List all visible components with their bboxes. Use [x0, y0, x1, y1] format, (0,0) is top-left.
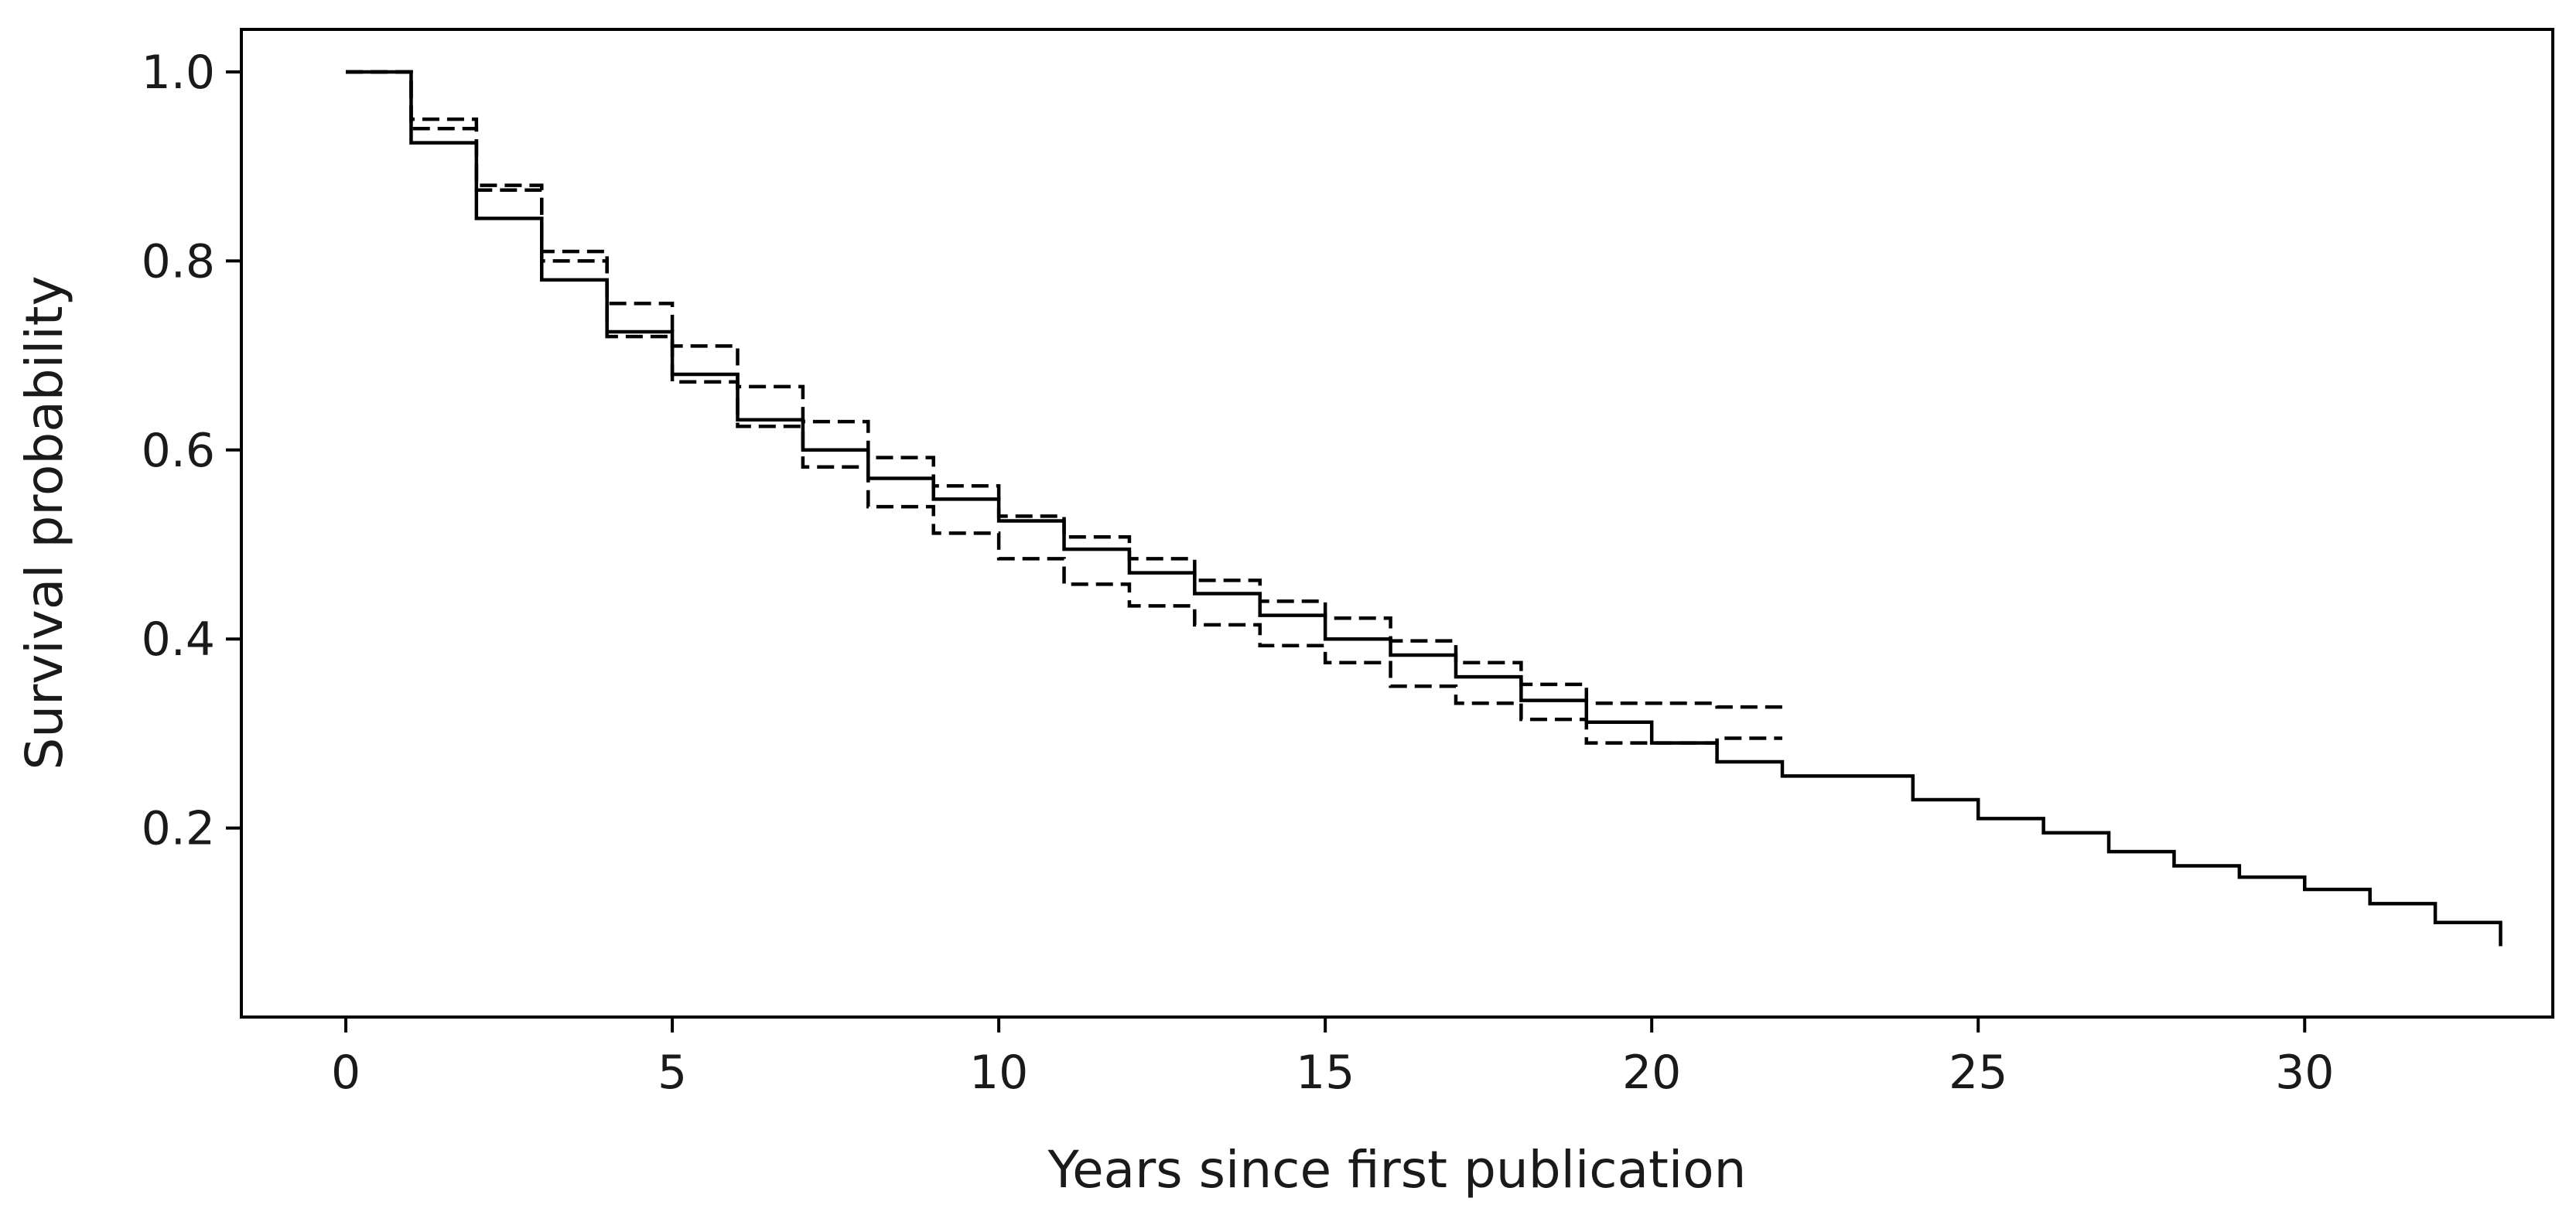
x-tick-label: 15 — [1296, 1046, 1355, 1100]
x-tick-label: 5 — [658, 1046, 687, 1100]
x-axis: 0 5 10 15 20 25 30 — [331, 1017, 2334, 1100]
series-line-2 — [346, 70, 1782, 709]
x-tick-label: 30 — [2275, 1046, 2334, 1100]
y-tick-label: 0.4 — [142, 613, 215, 667]
x-tick-label: 25 — [1949, 1046, 2007, 1100]
x-axis-label: Years since first publication — [1047, 1140, 1747, 1200]
x-tick-label: 10 — [969, 1046, 1028, 1100]
series-line-1 — [346, 70, 2503, 947]
series-line-3 — [346, 70, 1782, 745]
x-tick-label: 0 — [331, 1046, 360, 1100]
y-tick-label: 0.6 — [142, 424, 215, 478]
x-tick-label: 20 — [1622, 1046, 1681, 1100]
y-tick-label: 1.0 — [142, 46, 215, 100]
plot-series — [346, 70, 2503, 947]
plot-frame — [240, 28, 2554, 1019]
y-tick-label: 0.8 — [142, 234, 215, 288]
y-axis: 0.2 0.4 0.6 0.8 1.0 — [142, 46, 241, 856]
y-tick-label: 0.2 — [142, 802, 215, 856]
y-axis-label: Survival probability — [15, 275, 74, 770]
